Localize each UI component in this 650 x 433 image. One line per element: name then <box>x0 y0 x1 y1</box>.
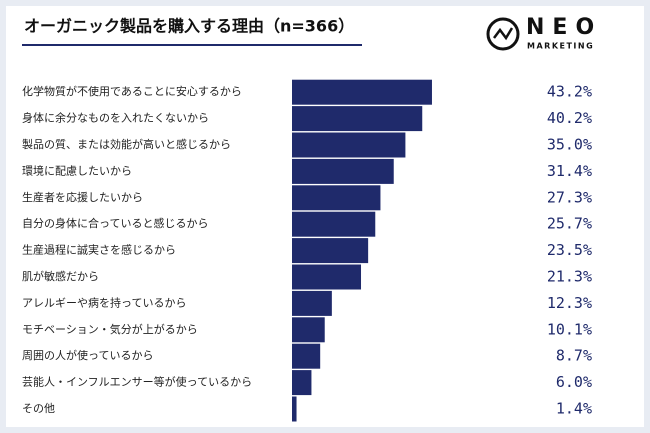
bar <box>292 317 325 343</box>
bar <box>292 396 297 422</box>
value-label: 8.7% <box>556 347 592 365</box>
bar <box>292 158 394 184</box>
bar <box>292 79 432 105</box>
logo: NEO MARKETING <box>486 15 602 51</box>
logo-name: NEO <box>526 15 602 40</box>
value-label: 40.2% <box>547 109 592 127</box>
value-label: 12.3% <box>547 294 592 312</box>
logo-mark <box>493 27 514 41</box>
bar <box>292 132 406 158</box>
value-label: 27.3% <box>547 188 592 206</box>
logo-icon <box>486 17 520 51</box>
bar <box>292 370 312 396</box>
value-label: 6.0% <box>556 373 592 391</box>
category-label: 自分の身体に合っていると感じるから <box>22 216 208 230</box>
category-label: モチベーション・気分が上がるから <box>22 322 198 336</box>
value-label: 31.4% <box>547 162 592 180</box>
value-label: 35.0% <box>547 136 592 154</box>
category-label: 周囲の人が使っているから <box>22 348 153 362</box>
value-label: 25.7% <box>547 215 592 233</box>
category-label: 芸能人・インフルエンサー等が使っているから <box>22 375 252 389</box>
value-label: 1.4% <box>556 400 592 418</box>
value-label: 21.3% <box>547 268 592 286</box>
value-label: 23.5% <box>547 241 592 259</box>
bar <box>292 264 362 290</box>
bar <box>292 211 376 237</box>
bar <box>292 106 423 132</box>
category-label: 製品の質、または効能が高いと感じるから <box>22 137 231 151</box>
category-label: 化学物質が不使用であることに安心するから <box>22 84 242 98</box>
category-label: 肌が敏感だから <box>22 269 99 283</box>
bar <box>292 185 381 211</box>
category-label: アレルギーや病を持っているから <box>22 295 186 309</box>
bar <box>292 343 321 369</box>
value-label: 43.2% <box>547 83 592 101</box>
logo-sub: MARKETING <box>527 42 594 51</box>
category-label: 身体に余分なものを入れたくないから <box>22 111 209 125</box>
bar <box>292 290 332 316</box>
value-label: 10.1% <box>547 320 592 338</box>
category-label: 生産過程に誠実さを感じるから <box>22 243 176 257</box>
category-label: 環境に配慮したいから <box>22 163 132 177</box>
bar <box>292 238 369 264</box>
chart-title: オーガニック製品を購入する理由（n=366） <box>24 17 354 36</box>
category-label: 生産者を応援したいから <box>22 190 143 204</box>
category-label: その他 <box>22 402 55 415</box>
